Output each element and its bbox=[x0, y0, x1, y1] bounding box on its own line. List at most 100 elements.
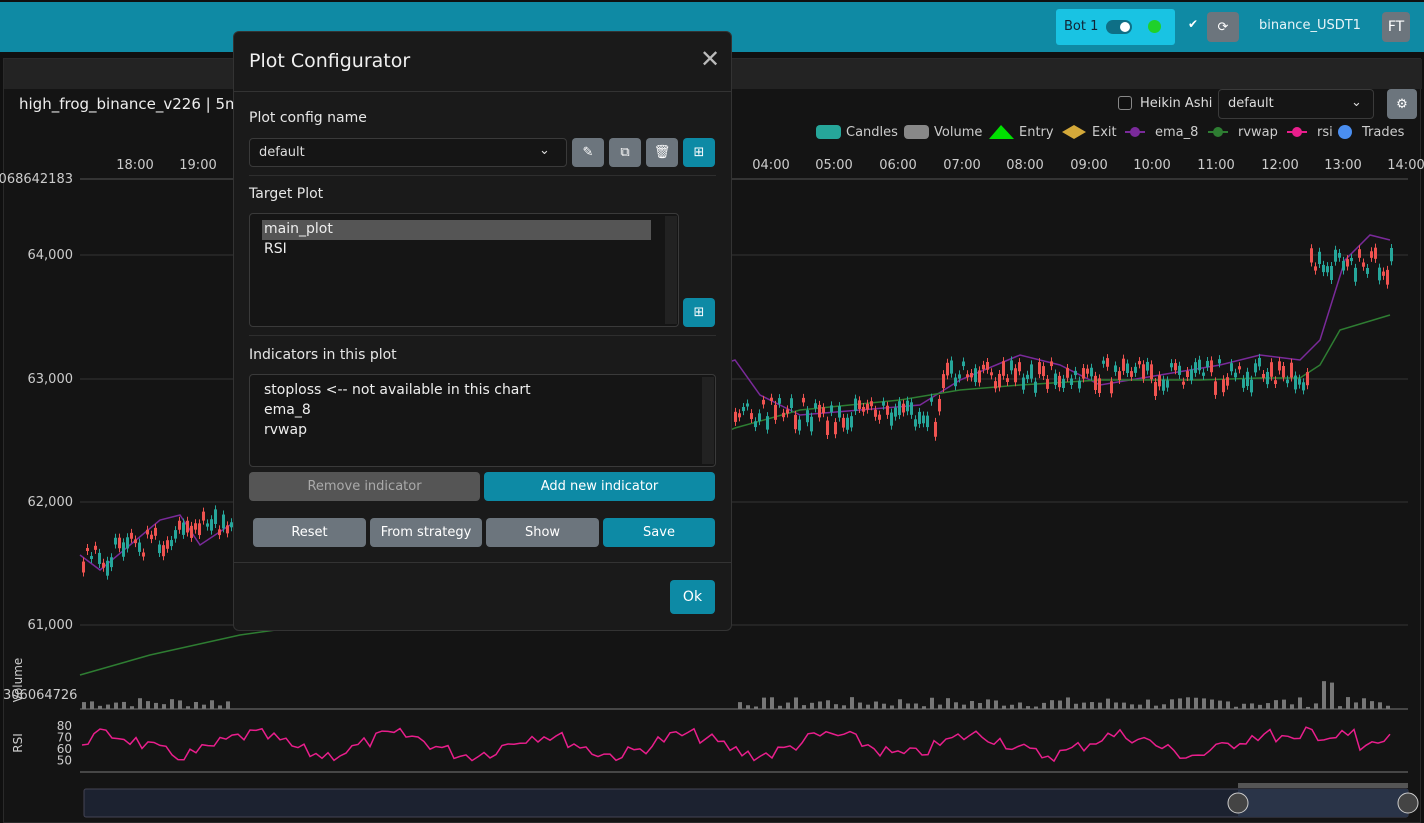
copy-button[interactable]: ⧉ bbox=[609, 138, 641, 167]
candle bbox=[1358, 249, 1361, 258]
candle bbox=[146, 529, 149, 535]
list-item[interactable]: stoploss <-- not available in this chart bbox=[264, 382, 531, 398]
list-item[interactable]: rvwap bbox=[264, 422, 307, 438]
refresh-button[interactable]: ⟳ bbox=[1207, 12, 1239, 42]
volume-bar bbox=[770, 697, 774, 709]
candle bbox=[1258, 357, 1261, 367]
indicator-list[interactable]: stoploss <-- not available in this chart… bbox=[249, 374, 716, 467]
candle bbox=[1354, 267, 1357, 282]
candle bbox=[982, 364, 985, 370]
candle bbox=[978, 370, 981, 383]
x-label: 13:00 bbox=[1324, 158, 1361, 173]
volume-label: Volume bbox=[11, 658, 25, 703]
candle bbox=[986, 361, 989, 370]
candle bbox=[1150, 364, 1153, 380]
navigator-handle bbox=[1397, 792, 1419, 814]
candle bbox=[858, 400, 861, 409]
toggle[interactable] bbox=[1106, 20, 1132, 34]
heikin-checkbox[interactable] bbox=[1118, 96, 1132, 110]
plot-config-select[interactable]: default ⌄ bbox=[1218, 89, 1374, 119]
candle bbox=[802, 397, 805, 403]
legend-icon bbox=[989, 125, 1014, 139]
delete-button[interactable]: 🗑 bbox=[646, 138, 678, 167]
candle bbox=[810, 416, 813, 432]
config-select[interactable]: default ⌄ bbox=[249, 138, 567, 167]
candle bbox=[130, 532, 133, 539]
candle bbox=[1114, 365, 1117, 372]
volume-bar bbox=[1082, 702, 1086, 709]
candle bbox=[1166, 380, 1169, 388]
candle bbox=[1174, 363, 1177, 371]
volume-bar bbox=[1170, 699, 1174, 709]
candle bbox=[1342, 260, 1345, 271]
settings-button[interactable]: ⚙ bbox=[1387, 89, 1417, 119]
candle bbox=[1334, 249, 1337, 262]
add-plot-button[interactable]: ⊞ bbox=[683, 298, 715, 327]
candle bbox=[158, 544, 161, 554]
ok-button[interactable]: Ok bbox=[670, 580, 715, 614]
save-button[interactable]: Save bbox=[603, 518, 715, 547]
remove-indicator-button[interactable]: Remove indicator bbox=[249, 472, 480, 501]
volume-bar bbox=[178, 700, 182, 709]
volume-bar bbox=[986, 699, 990, 709]
candle bbox=[1382, 271, 1385, 276]
candle bbox=[1118, 371, 1121, 380]
candle bbox=[806, 410, 809, 423]
candle bbox=[1222, 379, 1225, 393]
candle bbox=[1274, 380, 1277, 385]
edit-button[interactable]: ✎ bbox=[572, 138, 604, 167]
volume-bar bbox=[146, 701, 150, 709]
from-strategy-button[interactable]: From strategy bbox=[370, 518, 482, 547]
rsi-line bbox=[81, 726, 1391, 763]
candle bbox=[962, 361, 965, 367]
candle bbox=[1006, 378, 1009, 382]
volume-bar bbox=[1058, 700, 1062, 709]
candle bbox=[86, 548, 89, 552]
candle bbox=[742, 407, 745, 412]
avatar[interactable]: FT bbox=[1382, 12, 1410, 42]
volume-bar bbox=[1258, 704, 1262, 709]
reset-button[interactable]: Reset bbox=[253, 518, 366, 547]
candle bbox=[1162, 379, 1165, 391]
candle bbox=[186, 520, 189, 533]
close-button[interactable]: ✕ bbox=[700, 45, 721, 73]
volume-bar bbox=[1306, 706, 1310, 709]
candle bbox=[1022, 377, 1025, 390]
volume-bar bbox=[1066, 697, 1070, 709]
candle bbox=[1214, 381, 1217, 395]
candle bbox=[818, 404, 821, 418]
candle bbox=[754, 421, 757, 428]
x-label: 06:00 bbox=[879, 158, 916, 173]
chart-title: high_frog_binance_v226 | 5m bbox=[19, 95, 240, 113]
volume-bar bbox=[938, 704, 942, 709]
show-button[interactable]: Show bbox=[486, 518, 599, 547]
candle bbox=[1386, 269, 1389, 285]
bot-selector[interactable]: Bot 1 bbox=[1056, 9, 1175, 45]
candle bbox=[1098, 378, 1101, 394]
list-item[interactable]: ema_8 bbox=[264, 402, 311, 418]
candle bbox=[738, 413, 741, 418]
volume-bar bbox=[866, 704, 870, 709]
candle bbox=[1058, 375, 1061, 388]
candle bbox=[198, 523, 201, 536]
volume-bar bbox=[82, 702, 86, 709]
heikin-label: Heikin Ashi bbox=[1140, 96, 1213, 111]
legend-label: Volume bbox=[934, 125, 982, 140]
candle bbox=[1314, 266, 1317, 271]
legend-label: rsi bbox=[1317, 125, 1333, 140]
candle bbox=[1310, 248, 1313, 263]
volume-bar bbox=[1234, 706, 1238, 709]
candle bbox=[926, 415, 929, 428]
candle bbox=[910, 402, 913, 415]
add-indicator-button[interactable]: Add new indicator bbox=[484, 472, 715, 501]
add-config-button[interactable]: ⊞ bbox=[683, 138, 715, 167]
candle bbox=[226, 525, 229, 534]
volume-bar bbox=[1138, 704, 1142, 709]
list-item[interactable]: main_plot bbox=[264, 221, 333, 237]
target-plot-list[interactable]: main_plot RSI bbox=[249, 213, 679, 327]
list-item[interactable]: RSI bbox=[264, 241, 287, 257]
legend-label: Candles bbox=[846, 125, 898, 140]
candle bbox=[1002, 361, 1005, 376]
scrollbar bbox=[702, 377, 714, 464]
candle bbox=[886, 405, 889, 415]
